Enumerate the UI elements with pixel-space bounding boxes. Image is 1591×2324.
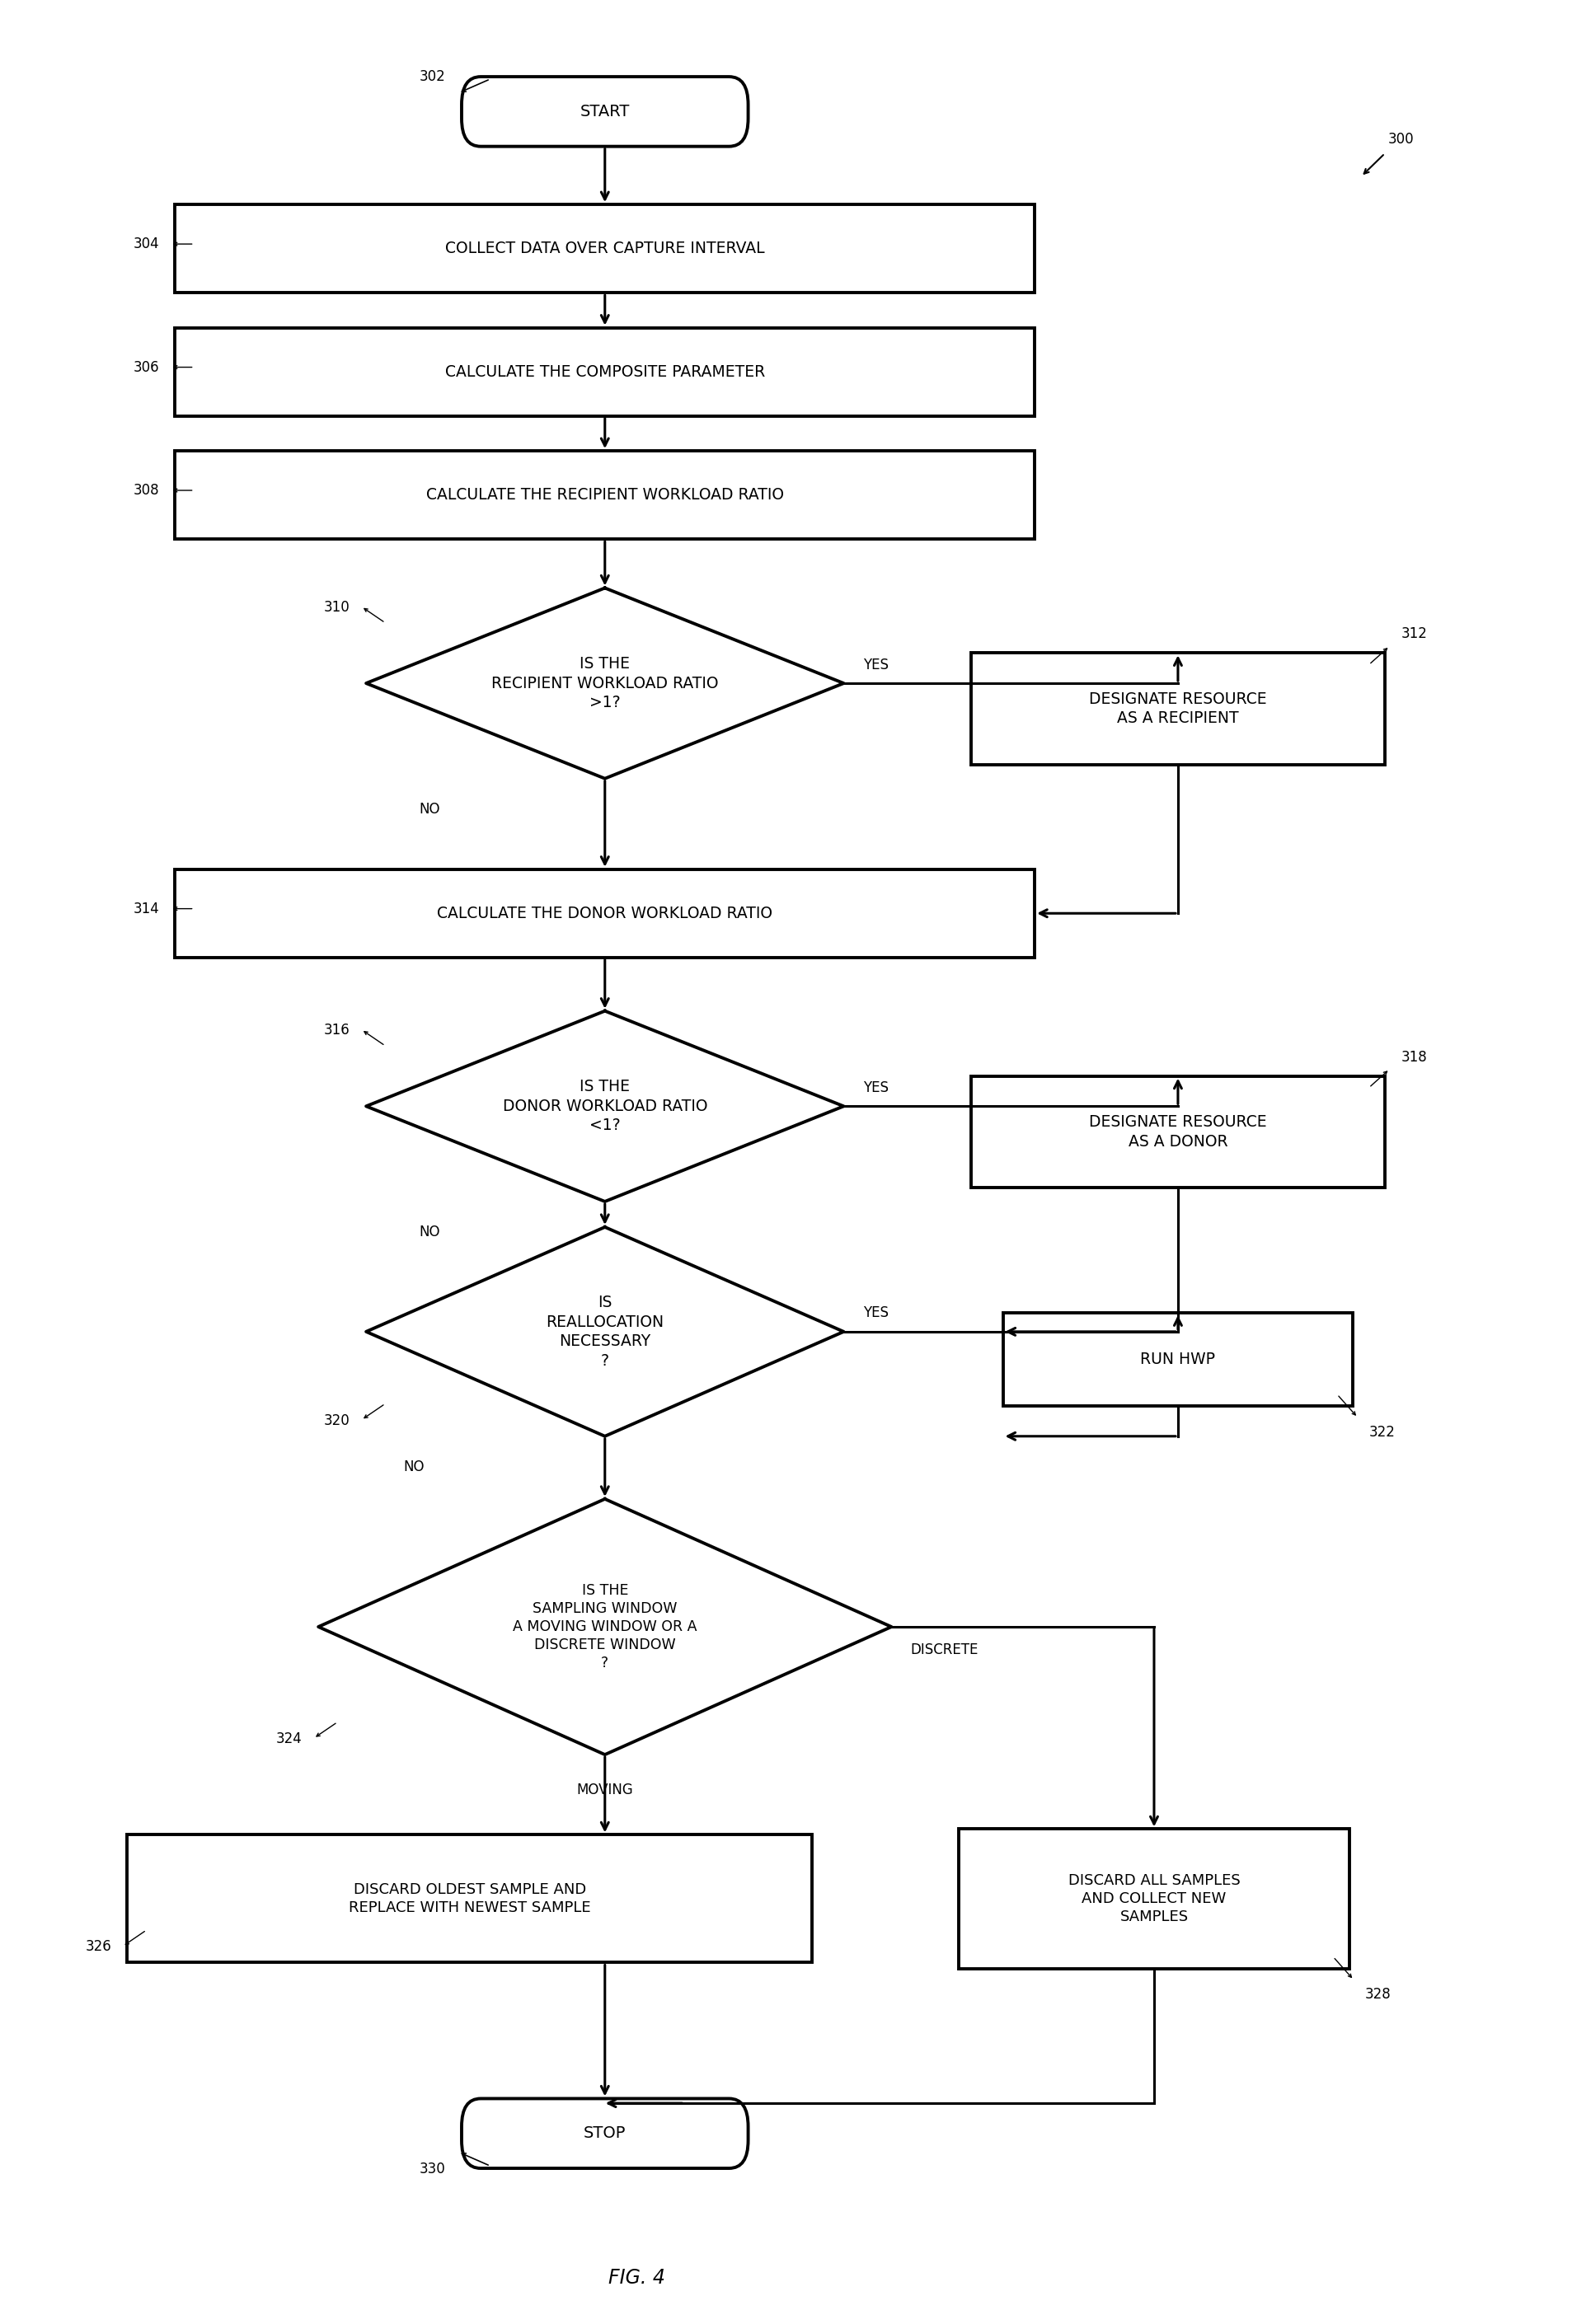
Text: NO: NO <box>418 1225 441 1239</box>
Polygon shape <box>366 588 843 779</box>
Text: 322: 322 <box>1368 1425 1395 1439</box>
Text: YES: YES <box>862 1081 888 1095</box>
Text: 326: 326 <box>86 1938 111 1954</box>
Polygon shape <box>318 1499 891 1755</box>
Text: CALCULATE THE DONOR WORKLOAD RATIO: CALCULATE THE DONOR WORKLOAD RATIO <box>438 906 772 920</box>
Text: STOP: STOP <box>584 2126 625 2140</box>
Text: 330: 330 <box>420 2161 445 2175</box>
Text: FIG. 4: FIG. 4 <box>608 2268 665 2287</box>
Text: 324: 324 <box>277 1731 302 1745</box>
Text: IS THE
SAMPLING WINDOW
A MOVING WINDOW OR A
DISCRETE WINDOW
?: IS THE SAMPLING WINDOW A MOVING WINDOW O… <box>512 1583 697 1671</box>
Text: YES: YES <box>862 1306 888 1320</box>
Text: NO: NO <box>418 802 441 816</box>
Text: IS THE
RECIPIENT WORKLOAD RATIO
>1?: IS THE RECIPIENT WORKLOAD RATIO >1? <box>492 655 718 711</box>
Text: 302: 302 <box>420 70 445 84</box>
Polygon shape <box>366 1227 843 1436</box>
Bar <box>127 1836 811 1961</box>
Text: DISCRETE: DISCRETE <box>910 1643 978 1657</box>
Text: 328: 328 <box>1363 1987 1391 2001</box>
Polygon shape <box>366 1011 843 1202</box>
Text: DESIGNATE RESOURCE
AS A DONOR: DESIGNATE RESOURCE AS A DONOR <box>1088 1113 1266 1150</box>
Text: 306: 306 <box>134 360 159 374</box>
Text: 318: 318 <box>1400 1050 1426 1064</box>
Text: START: START <box>579 105 630 119</box>
Text: YES: YES <box>862 658 888 672</box>
Text: 310: 310 <box>325 600 350 614</box>
Text: CALCULATE THE COMPOSITE PARAMETER: CALCULATE THE COMPOSITE PARAMETER <box>444 365 765 379</box>
Bar <box>175 205 1034 293</box>
FancyBboxPatch shape <box>461 2099 748 2168</box>
Text: IS
REALLOCATION
NECESSARY
?: IS REALLOCATION NECESSARY ? <box>546 1294 663 1369</box>
Text: IS THE
DONOR WORKLOAD RATIO
<1?: IS THE DONOR WORKLOAD RATIO <1? <box>503 1078 706 1134</box>
Bar <box>1002 1313 1352 1406</box>
Text: DISCARD ALL SAMPLES
AND COLLECT NEW
SAMPLES: DISCARD ALL SAMPLES AND COLLECT NEW SAMP… <box>1068 1873 1239 1924</box>
Text: CALCULATE THE RECIPIENT WORKLOAD RATIO: CALCULATE THE RECIPIENT WORKLOAD RATIO <box>426 488 783 502</box>
Text: DISCARD OLDEST SAMPLE AND
REPLACE WITH NEWEST SAMPLE: DISCARD OLDEST SAMPLE AND REPLACE WITH N… <box>348 1882 590 1915</box>
Text: RUN HWP: RUN HWP <box>1139 1353 1216 1367</box>
FancyBboxPatch shape <box>461 77 748 146</box>
Bar <box>175 328 1034 416</box>
Text: 320: 320 <box>325 1413 350 1427</box>
Text: DESIGNATE RESOURCE
AS A RECIPIENT: DESIGNATE RESOURCE AS A RECIPIENT <box>1088 690 1266 727</box>
Text: NO: NO <box>403 1459 425 1473</box>
Bar <box>175 869 1034 957</box>
Text: 300: 300 <box>1387 132 1413 146</box>
Bar <box>971 653 1384 765</box>
Bar <box>971 1076 1384 1188</box>
Text: 304: 304 <box>134 237 159 251</box>
Text: 312: 312 <box>1400 627 1427 641</box>
Text: 316: 316 <box>325 1023 350 1037</box>
Text: COLLECT DATA OVER CAPTURE INTERVAL: COLLECT DATA OVER CAPTURE INTERVAL <box>445 242 764 256</box>
Bar <box>175 451 1034 539</box>
Text: 314: 314 <box>134 902 159 916</box>
Text: MOVING: MOVING <box>576 1783 633 1796</box>
Bar <box>958 1829 1349 1968</box>
Text: 308: 308 <box>134 483 159 497</box>
